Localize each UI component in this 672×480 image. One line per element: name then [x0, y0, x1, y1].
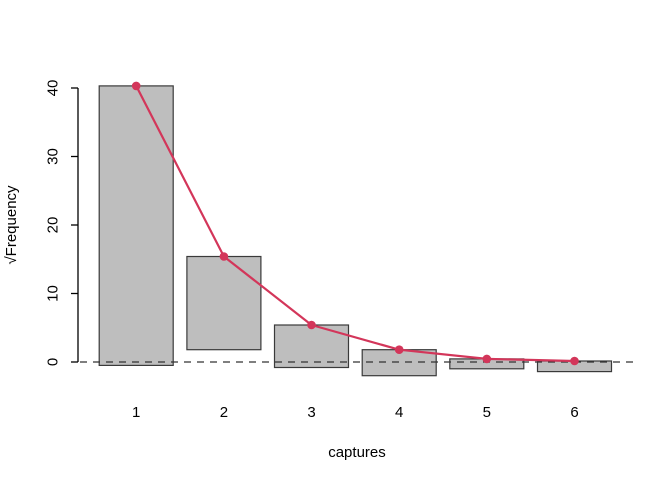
fitted-point-2 [219, 252, 229, 261]
y-tick-label-10: 10 [45, 285, 62, 302]
fitted-point-6 [570, 356, 579, 366]
fitted-line [135, 84, 576, 363]
observed-bar-4 [361, 349, 437, 377]
bars-layer [98, 85, 613, 377]
y-axis-layer: 0 10 20 30 40 [45, 80, 79, 366]
fitted-point-5 [482, 354, 492, 364]
observed-bar-1 [98, 85, 174, 367]
fitted-point-4 [394, 345, 404, 355]
x-tick-label-1: 1 [132, 404, 140, 421]
x-tick-label-6: 6 [570, 404, 578, 421]
observed-bar-2 [186, 255, 262, 351]
fitted-point-3 [307, 320, 316, 330]
y-tick-label-40: 40 [45, 80, 62, 97]
fitted-point-1 [131, 81, 141, 91]
x-axis-title: captures [328, 444, 386, 461]
y-tick-label-20: 20 [45, 217, 62, 234]
y-tick-label-0: 0 [45, 358, 62, 366]
y-tick-label-30: 30 [45, 148, 62, 165]
x-tick-label-2: 2 [220, 404, 228, 421]
fitted-line-layer [131, 81, 579, 366]
x-tick-labels-layer: 1 2 3 4 5 6 [132, 404, 579, 421]
x-tick-label-5: 5 [483, 404, 491, 421]
x-tick-label-3: 3 [307, 404, 315, 421]
y-axis-title: √Frequency [3, 185, 20, 265]
x-tick-label-4: 4 [395, 404, 403, 421]
